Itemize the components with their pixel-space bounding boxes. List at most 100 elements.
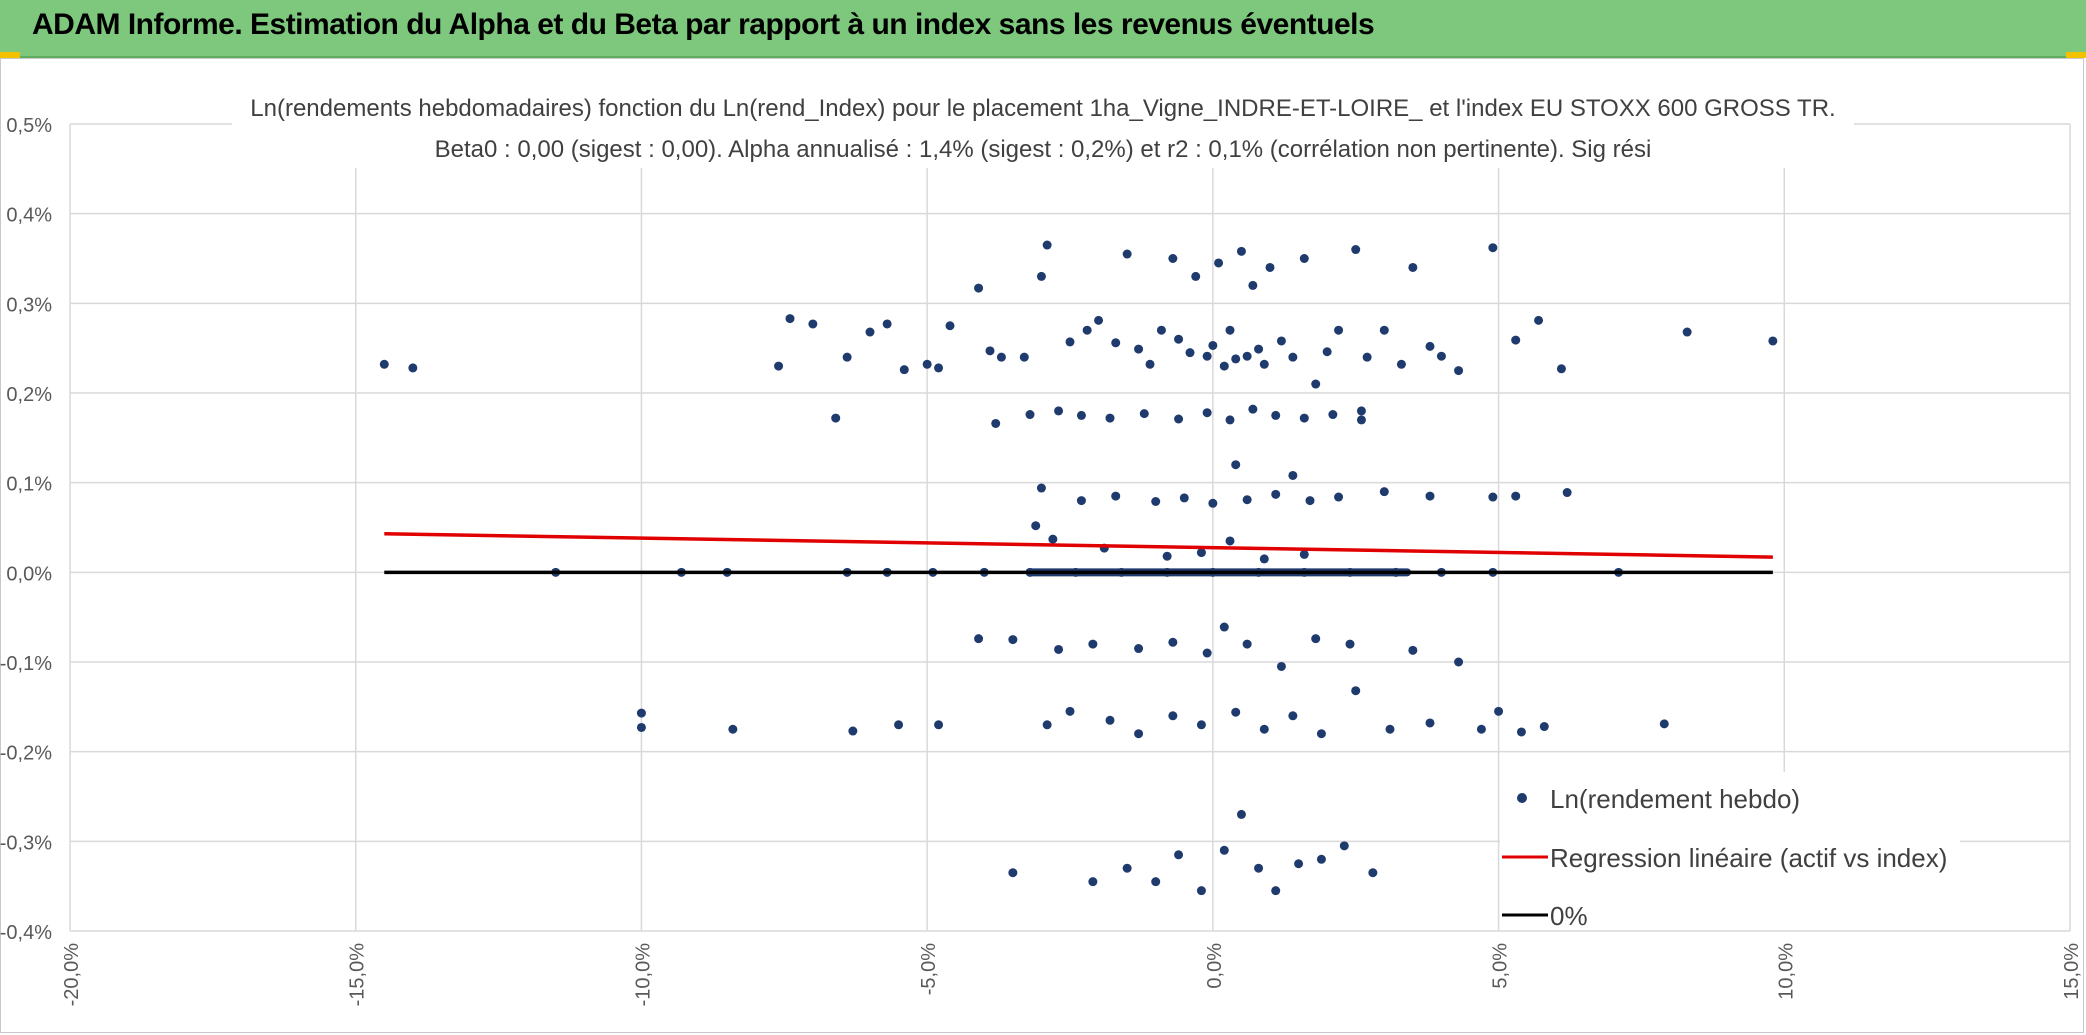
data-point [1036, 271, 1046, 281]
data-point [1105, 413, 1115, 423]
data-point [1299, 413, 1309, 423]
data-point [1111, 338, 1121, 348]
data-point [1042, 240, 1052, 250]
data-point [1259, 359, 1269, 369]
data-point [899, 365, 909, 375]
data-point [1134, 644, 1144, 654]
data-point [1054, 406, 1064, 416]
regression-line [384, 532, 1773, 559]
data-point [1396, 359, 1406, 369]
legend-label-regression: Regression linéaire (actif vs index) [1550, 843, 1947, 873]
data-point [1048, 534, 1058, 544]
data-point [1682, 327, 1692, 337]
data-point [1294, 859, 1304, 869]
data-point [1094, 315, 1104, 325]
data-point [1088, 639, 1098, 649]
data-point [882, 319, 892, 329]
legend-label-zero: 0% [1550, 901, 1588, 931]
data-point [1454, 657, 1464, 667]
data-point [996, 352, 1006, 362]
data-point [1174, 414, 1184, 424]
data-point [1219, 845, 1229, 855]
data-point [1476, 724, 1486, 734]
data-point [1322, 347, 1332, 357]
data-point [1271, 489, 1281, 499]
data-point [1345, 639, 1355, 649]
legend-marker-scatter [1517, 793, 1527, 803]
data-point [1076, 496, 1086, 506]
data-point [1539, 722, 1549, 732]
title-background [232, 98, 1854, 168]
data-point [408, 363, 418, 373]
data-point [1008, 868, 1018, 878]
data-point [1259, 724, 1269, 734]
data-point [1231, 707, 1241, 717]
data-point [934, 720, 944, 730]
data-point [1134, 344, 1144, 354]
data-point [728, 724, 738, 734]
data-point [1288, 470, 1298, 480]
data-point [1305, 496, 1315, 506]
data-point [1659, 719, 1669, 729]
data-point [1179, 493, 1189, 503]
x-tick-label: 5,0% [1490, 943, 1512, 989]
data-point [1196, 886, 1206, 896]
data-point [1248, 280, 1258, 290]
data-point [1425, 718, 1435, 728]
data-point [1248, 404, 1258, 414]
data-point [1219, 361, 1229, 371]
data-point [1168, 711, 1178, 721]
data-point [831, 413, 841, 423]
chart-title: Ln(rendements hebdomadaires) fonction du… [250, 95, 1835, 122]
y-tick-label: 0,0% [6, 563, 52, 585]
corner-marker-right [2066, 52, 2086, 58]
data-layer [379, 240, 1778, 896]
data-point [1316, 729, 1326, 739]
data-point [1334, 492, 1344, 502]
x-tick-label: -5,0% [918, 943, 940, 995]
axis-layer: -0,4% -0,3% -0,2% -0,1% 0,0% 0,1% 0,2% 0,3% 0,4%… [0, 115, 2083, 1006]
data-point [1225, 325, 1235, 335]
data-point [1288, 711, 1298, 721]
y-tick-label: -0,3% [0, 832, 52, 854]
data-point [974, 283, 984, 293]
data-point [1214, 258, 1224, 268]
data-point [1254, 344, 1264, 354]
data-point [379, 359, 389, 369]
data-point [1334, 325, 1344, 335]
data-point [1454, 366, 1464, 376]
data-point [1288, 352, 1298, 362]
data-point [1082, 325, 1092, 335]
data-point [1408, 262, 1418, 272]
data-point [1202, 351, 1212, 361]
data-point [1231, 460, 1241, 470]
data-point [1385, 724, 1395, 734]
chart-frame [0, 58, 2084, 1033]
data-point [774, 361, 784, 371]
y-tick-label: 0,3% [6, 294, 52, 316]
data-point [1191, 271, 1201, 281]
data-point [1105, 715, 1115, 725]
data-point [1122, 863, 1132, 873]
y-tick-label: -0,2% [0, 743, 52, 765]
data-point [1768, 336, 1778, 346]
data-point [1208, 498, 1218, 508]
data-point [1168, 637, 1178, 647]
data-point [1254, 863, 1264, 873]
data-point [934, 363, 944, 373]
data-point [1271, 886, 1281, 896]
data-point [1511, 491, 1521, 501]
data-point [636, 722, 646, 732]
data-point [848, 726, 858, 736]
report-header: ADAM Informe. Estimation du Alpha et du … [0, 0, 2086, 58]
data-point [1562, 488, 1572, 498]
data-point [1362, 352, 1372, 362]
data-point [1036, 483, 1046, 493]
data-point [1134, 729, 1144, 739]
legend-background [1500, 772, 1960, 930]
data-point [1111, 491, 1121, 501]
data-point [922, 359, 932, 369]
data-point [1202, 408, 1212, 418]
